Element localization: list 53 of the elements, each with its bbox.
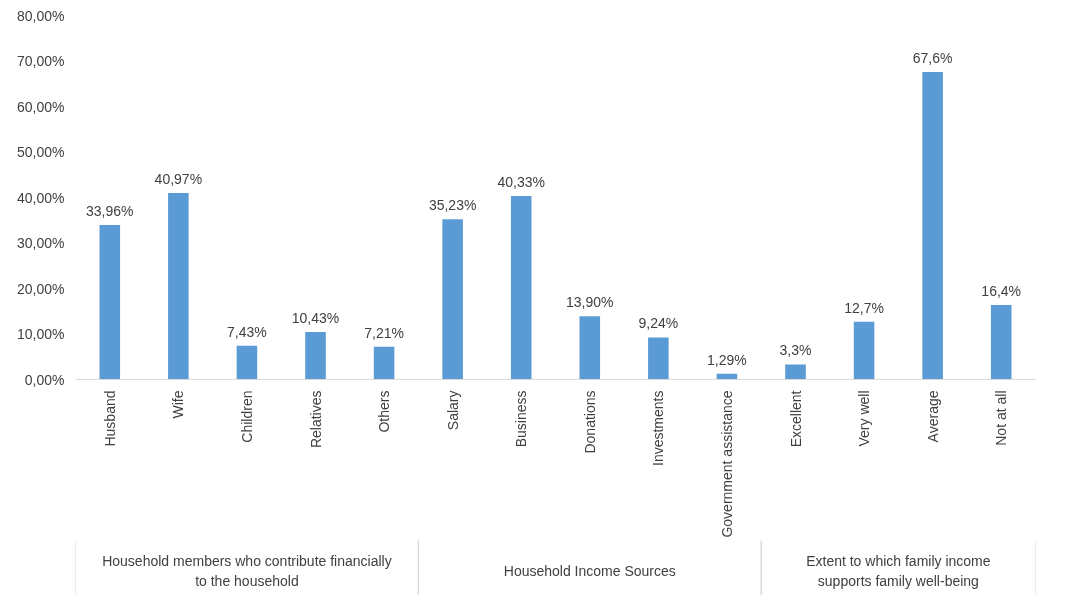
bar: [785, 364, 806, 380]
y-tick-label: 30,00%: [17, 235, 65, 251]
x-tick-label: Government assistance: [718, 390, 735, 538]
data-label: 16,4%: [981, 282, 1022, 299]
data-label: 10,43%: [291, 310, 340, 327]
bar: [648, 337, 669, 380]
bar: [305, 332, 326, 380]
data-label: 13,90%: [566, 294, 614, 311]
x-tick-label: Investments: [650, 390, 667, 466]
data-label: 3,3%: [779, 342, 812, 359]
text: Household members who contribute financially to the household: [102, 553, 392, 590]
x-tick-label: Husband: [101, 390, 118, 447]
y-tick-label: 60,00%: [17, 98, 65, 115]
y-tick-label: 50,00%: [17, 144, 65, 160]
data-label: 33,96%: [86, 202, 134, 219]
bar: [922, 71, 943, 380]
bar: [168, 193, 189, 380]
y-tick-label: 20,00%: [17, 280, 65, 297]
bar: [442, 219, 463, 380]
y-tick-label: 40,00%: [17, 189, 65, 206]
x-tick-label: Not at all: [993, 390, 1010, 446]
data-label: 9,24%: [638, 315, 679, 332]
data-label: 7,43%: [227, 323, 267, 340]
bar: [510, 196, 532, 380]
bar: [990, 304, 1012, 380]
text: Household Income Sources: [503, 563, 676, 580]
x-tick-label: Salary: [444, 390, 461, 431]
bar: [579, 316, 601, 380]
y-tick-label: 80,00%: [17, 7, 65, 24]
data-label: 1,29%: [707, 351, 747, 368]
data-label: 12,7%: [844, 299, 884, 316]
data-label: 7,21%: [364, 324, 404, 341]
x-tick-label: Others: [376, 390, 393, 433]
y-tick-label: 70,00%: [17, 53, 65, 69]
x-tick-label: Average: [924, 390, 941, 443]
data-label: 35,23%: [428, 197, 477, 214]
bar: [236, 345, 258, 380]
data-label: 40,33%: [497, 174, 545, 190]
x-tick-label: Very well: [856, 390, 873, 447]
bar: [853, 321, 875, 380]
y-tick-label: 0,00%: [24, 371, 65, 388]
x-tick-label: Business: [513, 390, 530, 448]
x-tick-label: Donations: [581, 390, 598, 454]
bar: [99, 224, 121, 380]
x-tick-label: Relatives: [307, 390, 324, 449]
bar: [373, 346, 395, 380]
y-tick-label: 10,00%: [17, 326, 65, 342]
data-label: 40,97%: [154, 171, 203, 188]
text: Extent to which family income supports family well-being: [806, 553, 991, 590]
x-tick-label: Wife: [170, 390, 187, 419]
data-label: 67,6%: [912, 49, 953, 66]
x-tick-label: Excellent: [787, 390, 804, 448]
x-tick-label: Children: [238, 390, 255, 443]
